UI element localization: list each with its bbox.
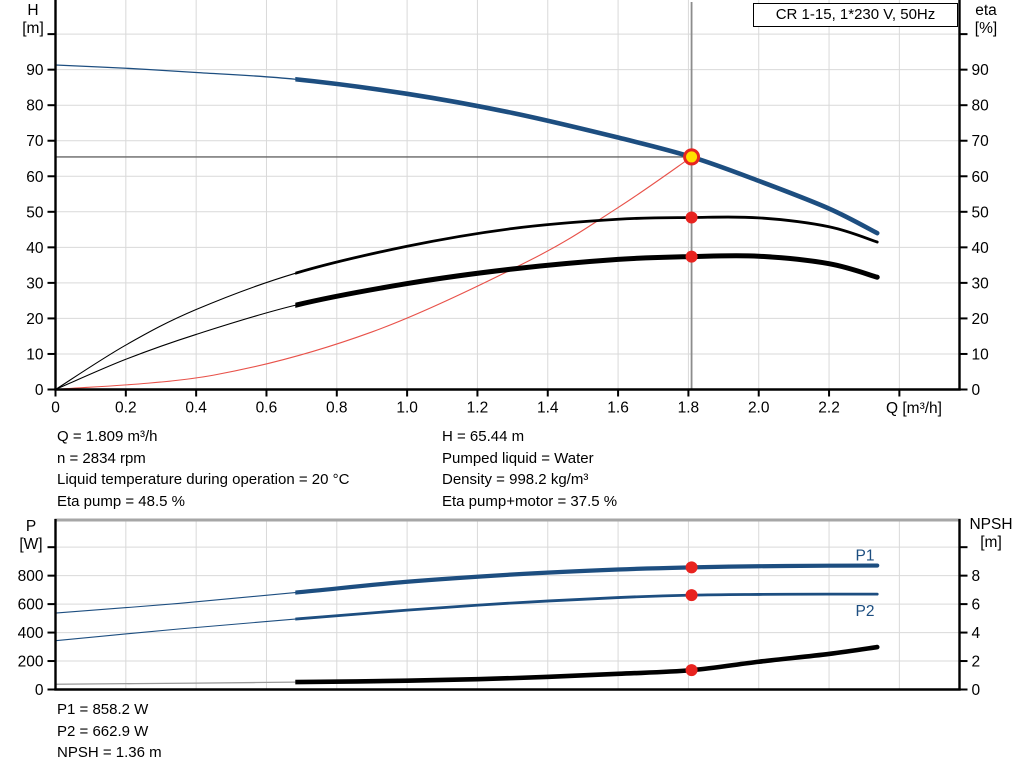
y-tick-label-right: 4 — [972, 625, 981, 642]
y-tick-label-left: 60 — [26, 169, 44, 186]
x-tick-label: 0.6 — [256, 400, 278, 417]
x-tick-label: 1.8 — [678, 400, 700, 417]
y-tick-label-right: 70 — [972, 133, 990, 150]
duty-point-marker — [683, 148, 701, 166]
x-tick-label: 1.0 — [396, 400, 418, 417]
y-tick-label-left: 40 — [26, 240, 44, 257]
info-density: Density = 998.2 kg/m³ — [442, 471, 589, 488]
x-tick-label: 1.6 — [607, 400, 629, 417]
operating-point-dot — [685, 664, 698, 677]
operating-data-left: Q = 1.809 m³/h n = 2834 rpm Liquid tempe… — [57, 426, 349, 512]
series-label-p1: P1 — [856, 548, 875, 565]
series-label-p2: P2 — [856, 603, 875, 620]
operating-point-dot — [685, 589, 698, 602]
operating-point-dot — [685, 561, 698, 574]
p1-curve — [295, 563, 880, 595]
info-p1: P1 = 858.2 W — [57, 701, 149, 718]
y-tick-label-right: 60 — [972, 169, 990, 186]
y-tick-label-left: 10 — [26, 346, 44, 363]
left-axis-label-p: P [W] — [10, 518, 52, 554]
y-tick-label-right: 80 — [972, 98, 990, 115]
y-tick-label-left: 90 — [26, 62, 44, 79]
x-tick-label: 0.4 — [185, 400, 207, 417]
y-tick-label-right: 20 — [972, 311, 990, 328]
axis-label-p-unit: [W] — [19, 536, 43, 553]
eta-pump-curve-thin — [55, 216, 878, 390]
y-tick-label-left: 200 — [18, 654, 44, 671]
p2-curve-thin — [55, 593, 878, 642]
system-curve-thin — [55, 156, 692, 391]
eta-pump-curve — [295, 215, 879, 275]
info-eta-pump-motor: Eta pump+motor = 37.5 % — [442, 492, 618, 510]
head-curve-thin — [55, 64, 878, 234]
y-tick-label-left: 0 — [35, 382, 44, 399]
y-tick-label-left: 30 — [26, 275, 44, 292]
info-pumped-liquid: Pumped liquid = Water — [442, 449, 594, 467]
y-tick-label-left: 600 — [18, 597, 44, 614]
y-tick-label-right: 90 — [972, 62, 990, 79]
x-tick-label: 0.8 — [326, 400, 348, 417]
x-tick-label: 2.2 — [818, 400, 840, 417]
x-tick-label: 0 — [51, 400, 60, 417]
x-tick-label: 0.2 — [115, 400, 137, 417]
operating-data-bottom: P1 = 858.2 W P2 = 662.9 W NPSH = 1.36 m — [57, 699, 162, 764]
p2-curve — [295, 592, 879, 621]
y-tick-label-right: 50 — [972, 204, 990, 221]
eta-pump-motor-curve — [295, 253, 880, 308]
info-p2: P2 = 662.9 W — [57, 722, 149, 740]
y-tick-label-left: 0 — [35, 682, 44, 699]
y-tick-label-left: 800 — [18, 568, 44, 585]
y-tick-label-right: 8 — [972, 568, 981, 585]
y-tick-label-right: 30 — [972, 275, 990, 292]
operating-point-dot — [685, 250, 698, 263]
x-axis-label-q: Q [m³/h] — [886, 400, 942, 417]
operating-data-right: H = 65.44 m Pumped liquid = Water Densit… — [442, 426, 617, 512]
axis-label-h-unit: [m] — [22, 20, 44, 37]
y-tick-label-right: 40 — [972, 240, 990, 257]
y-tick-label-right: 2 — [972, 654, 981, 671]
right-axis-label-eta: eta [%] — [964, 2, 1008, 38]
operating-point-dot — [685, 211, 698, 224]
y-tick-label-left: 20 — [26, 311, 44, 328]
y-tick-label-left: 70 — [26, 133, 44, 150]
y-tick-label-left: 80 — [26, 98, 44, 115]
y-tick-label-left: 50 — [26, 204, 44, 221]
axis-label-eta: eta — [975, 2, 997, 19]
axis-label-p: P — [25, 518, 37, 535]
x-tick-label: 2.0 — [748, 400, 770, 417]
head-curve — [295, 76, 880, 236]
axis-label-npsh: NPSH — [969, 516, 1013, 533]
axis-label-h: H — [27, 2, 39, 19]
x-tick-label: 1.4 — [537, 400, 559, 417]
info-q: Q = 1.809 m³/h — [57, 428, 158, 445]
npsh-curve — [295, 644, 880, 685]
y-tick-label-right: 0 — [972, 682, 981, 699]
y-tick-label-left: 400 — [18, 625, 44, 642]
axis-label-eta-unit: [%] — [974, 20, 998, 37]
info-npsh: NPSH = 1.36 m — [57, 744, 162, 761]
info-liquid-temp: Liquid temperature during operation = 20… — [57, 471, 350, 488]
left-axis-label-h: H [m] — [12, 2, 54, 38]
info-n: n = 2834 rpm — [57, 449, 146, 467]
info-h: H = 65.44 m — [442, 428, 525, 445]
y-tick-label-right: 0 — [972, 382, 981, 399]
y-tick-label-right: 6 — [972, 597, 981, 614]
info-eta-pump: Eta pump = 48.5 % — [57, 492, 185, 510]
axis-label-npsh-unit: [m] — [980, 534, 1002, 551]
right-axis-label-npsh: NPSH [m] — [960, 516, 1022, 552]
title-box: CR 1-15, 1*230 V, 50Hz — [753, 3, 958, 27]
x-tick-label: 1.2 — [467, 400, 489, 417]
y-tick-label-right: 10 — [972, 346, 990, 363]
